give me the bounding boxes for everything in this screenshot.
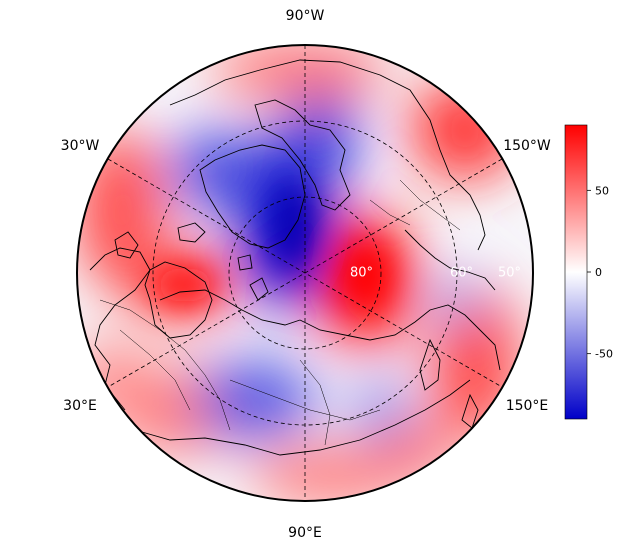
meridian-150w-30e: [107, 158, 503, 388]
coastlines: [89, 59, 501, 456]
iceland-coast: [177, 222, 206, 243]
lat-label-50: 50°: [498, 266, 521, 281]
colorbar-tick-label: 50: [595, 184, 609, 197]
lon-label-upper-right: 150°W: [503, 138, 551, 154]
colorbar-ticks: 50 0 -50: [587, 184, 613, 361]
lon-label-lower-right: 150°E: [506, 398, 549, 414]
colorbar-bar: [564, 124, 588, 420]
graticule: [77, 45, 533, 501]
greenland-coast: [199, 144, 306, 249]
country-borders: [99, 179, 461, 446]
atlantic-high-blob: [77, 130, 165, 290]
alaska-low-blob: [430, 275, 480, 325]
lon-label-lower-left: 30°E: [63, 398, 97, 414]
siberia-low-blob: [195, 360, 315, 440]
colorbar: 50 0 -50: [564, 124, 613, 420]
eurasia-north-coast: [159, 289, 301, 326]
colorbar-tick-label: -50: [595, 348, 613, 361]
alaska-coast: [404, 229, 496, 291]
north-america-high-blob: [410, 80, 520, 180]
lat-label-60: 60°: [450, 266, 473, 281]
canadian-archipelago: [254, 99, 351, 211]
lon-label-upper-left: 30°W: [61, 138, 100, 154]
siberia-coast: [299, 304, 501, 371]
south-edge-high-blob: [250, 445, 410, 501]
lat-label-80: 80°: [350, 266, 373, 281]
uk-coast: [114, 231, 139, 259]
novaya-zemlya-coast: [249, 277, 269, 301]
map-boundary: [76, 44, 534, 502]
kamchatka-coast: [419, 338, 441, 391]
svalbard-coast: [237, 254, 253, 271]
north-edge-high-blob: [210, 45, 390, 100]
lon-label-bottom: 90°E: [288, 525, 322, 541]
europe-coast: [89, 247, 151, 411]
colorbar-tick-label: 0: [595, 266, 602, 279]
greenland-low-blob: [170, 130, 260, 210]
lon-label-top: 90°W: [286, 8, 325, 24]
asia-south-coast: [134, 379, 471, 456]
north-america-coast: [169, 59, 486, 251]
canada-low-blob: [280, 95, 360, 185]
